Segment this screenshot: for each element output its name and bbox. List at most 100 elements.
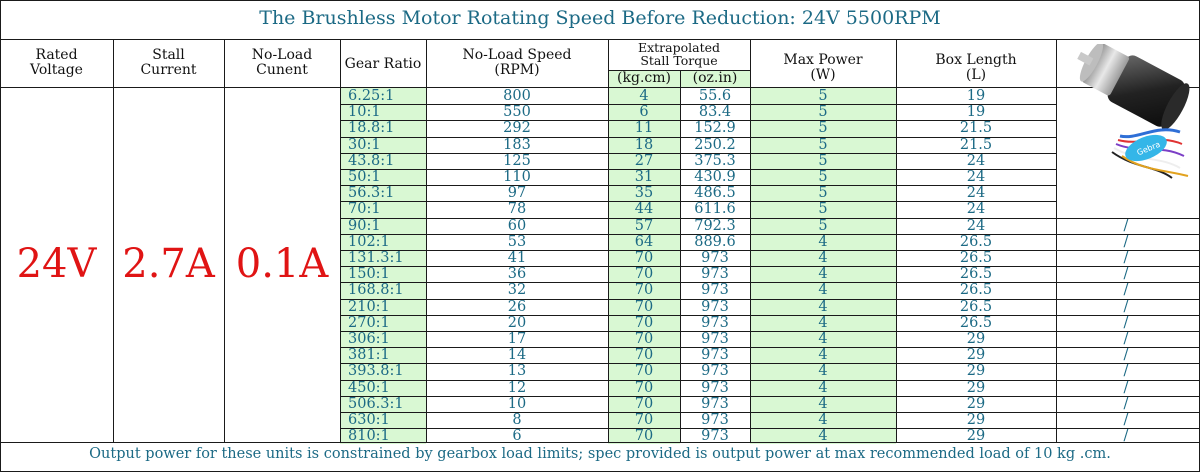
row-divider (340, 250, 1056, 251)
cell-torque-ozin: 430.9 (694, 169, 736, 185)
cell-extra: / (1123, 233, 1129, 250)
row-divider (340, 331, 1056, 332)
cell-box-length: 24 (966, 217, 986, 234)
cell-extra: / (1123, 412, 1129, 428)
row-divider (340, 347, 1056, 348)
cell-max-power: 4 (818, 331, 828, 347)
cell-extra: / (1123, 250, 1129, 266)
cell-torque-kgcm: 70 (634, 266, 654, 283)
cell-no-load-speed: 125 (503, 152, 531, 169)
cell-gear-ratio: 450:1 (348, 379, 390, 396)
header-no-load-current: No-Load Cunent (224, 48, 340, 78)
cell-torque-ozin: 486.5 (694, 185, 736, 202)
cell-box-length: 29 (966, 331, 986, 347)
cell-no-load-speed: 110 (503, 169, 531, 185)
cell-box-length: 24 (966, 169, 986, 185)
header-max-power-line2: (W) (810, 67, 836, 83)
cell-max-power: 4 (818, 266, 828, 283)
column-divider (113, 39, 114, 442)
header-max-power-line1: Max Power (783, 52, 863, 68)
cell-gear-ratio: 10:1 (348, 104, 381, 121)
cell-torque-kgcm: 11 (634, 120, 654, 137)
cell-torque-ozin: 973 (701, 347, 729, 364)
cell-no-load-speed: 183 (503, 136, 531, 153)
header-gear-ratio: Gear Ratio (344, 56, 422, 72)
column-divider (1056, 39, 1057, 442)
row-divider (1056, 428, 1199, 429)
header-no-load-current-line2: Cunent (256, 62, 308, 78)
cell-extra: / (1123, 379, 1129, 396)
cell-gear-ratio: 131.3:1 (348, 250, 404, 266)
row-divider (340, 104, 1056, 105)
border-top (0, 0, 1200, 1)
row-divider (340, 234, 1056, 235)
cell-torque-kgcm: 70 (634, 282, 654, 299)
header-max-power: Max Power (W) (750, 53, 896, 83)
cell-gear-ratio: 210:1 (348, 298, 390, 315)
cell-no-load-speed: 32 (507, 282, 527, 299)
row-divider (1056, 363, 1199, 364)
header-box-length: Box Length (L) (896, 53, 1056, 83)
cell-gear-ratio: 150:1 (348, 266, 390, 283)
cell-box-length: 29 (966, 428, 986, 445)
row-divider (1056, 299, 1199, 300)
highlight-header (608, 70, 750, 88)
cell-extra: / (1123, 331, 1129, 347)
cell-gear-ratio: 6.25:1 (348, 88, 395, 104)
cell-no-load-speed: 60 (507, 217, 527, 234)
cell-torque-ozin: 55.6 (698, 88, 732, 104)
cell-extra: / (1123, 266, 1129, 283)
cell-extra: / (1123, 363, 1129, 380)
row-divider (1056, 396, 1199, 397)
cell-torque-ozin: 83.4 (698, 104, 732, 121)
column-divider (340, 39, 341, 442)
column-divider (750, 39, 751, 442)
column-divider (608, 39, 609, 442)
cell-box-length: 26.5 (959, 282, 993, 299)
cell-extra: / (1123, 282, 1129, 299)
border-header (0, 87, 1200, 88)
cell-torque-kgcm: 18 (634, 136, 654, 153)
cell-no-load-speed: 10 (507, 395, 527, 412)
cell-no-load-speed: 78 (507, 201, 527, 218)
cell-extra: / (1123, 395, 1129, 412)
cell-no-load-speed: 36 (507, 266, 527, 283)
border-title (0, 39, 1200, 40)
row-divider (1056, 315, 1199, 316)
row-divider (340, 218, 1056, 219)
cell-torque-ozin: 973 (701, 331, 729, 347)
header-stall-current: Stall Current (113, 48, 224, 78)
cell-torque-kgcm: 70 (634, 250, 654, 266)
cell-extra: / (1123, 347, 1129, 364)
header-no-load-speed-line1: No-Load Speed (462, 47, 572, 63)
row-divider (340, 282, 1056, 283)
cell-box-length: 26.5 (959, 250, 993, 266)
cell-box-length: 26.5 (959, 314, 993, 331)
cell-extra: / (1123, 298, 1129, 315)
row-divider (340, 428, 1056, 429)
cell-gear-ratio: 90:1 (348, 217, 381, 234)
cell-max-power: 4 (818, 298, 828, 315)
cell-gear-ratio: 18.8:1 (348, 120, 395, 137)
cell-torque-ozin: 973 (701, 395, 729, 412)
cell-max-power: 4 (818, 233, 828, 250)
row-divider (1056, 234, 1199, 235)
cell-max-power: 5 (818, 185, 828, 202)
row-divider (340, 363, 1056, 364)
row-divider (1056, 412, 1199, 413)
cell-max-power: 5 (818, 120, 828, 137)
cell-gear-ratio: 270:1 (348, 314, 390, 331)
header-rated-voltage: Rated Voltage (0, 48, 113, 78)
cell-torque-kgcm: 57 (634, 217, 654, 234)
cell-torque-kgcm: 70 (634, 314, 654, 331)
header-rated-voltage-line2: Voltage (30, 62, 83, 78)
row-divider (340, 169, 1056, 170)
cell-no-load-speed: 800 (503, 88, 531, 104)
cell-max-power: 4 (818, 379, 828, 396)
cell-gear-ratio: 630:1 (348, 412, 390, 428)
cell-torque-kgcm: 31 (634, 169, 654, 185)
cell-torque-ozin: 250.2 (694, 136, 736, 153)
cell-box-length: 19 (966, 88, 986, 104)
motor-image: Gebra (1077, 44, 1190, 179)
cell-no-load-speed: 13 (507, 363, 527, 380)
